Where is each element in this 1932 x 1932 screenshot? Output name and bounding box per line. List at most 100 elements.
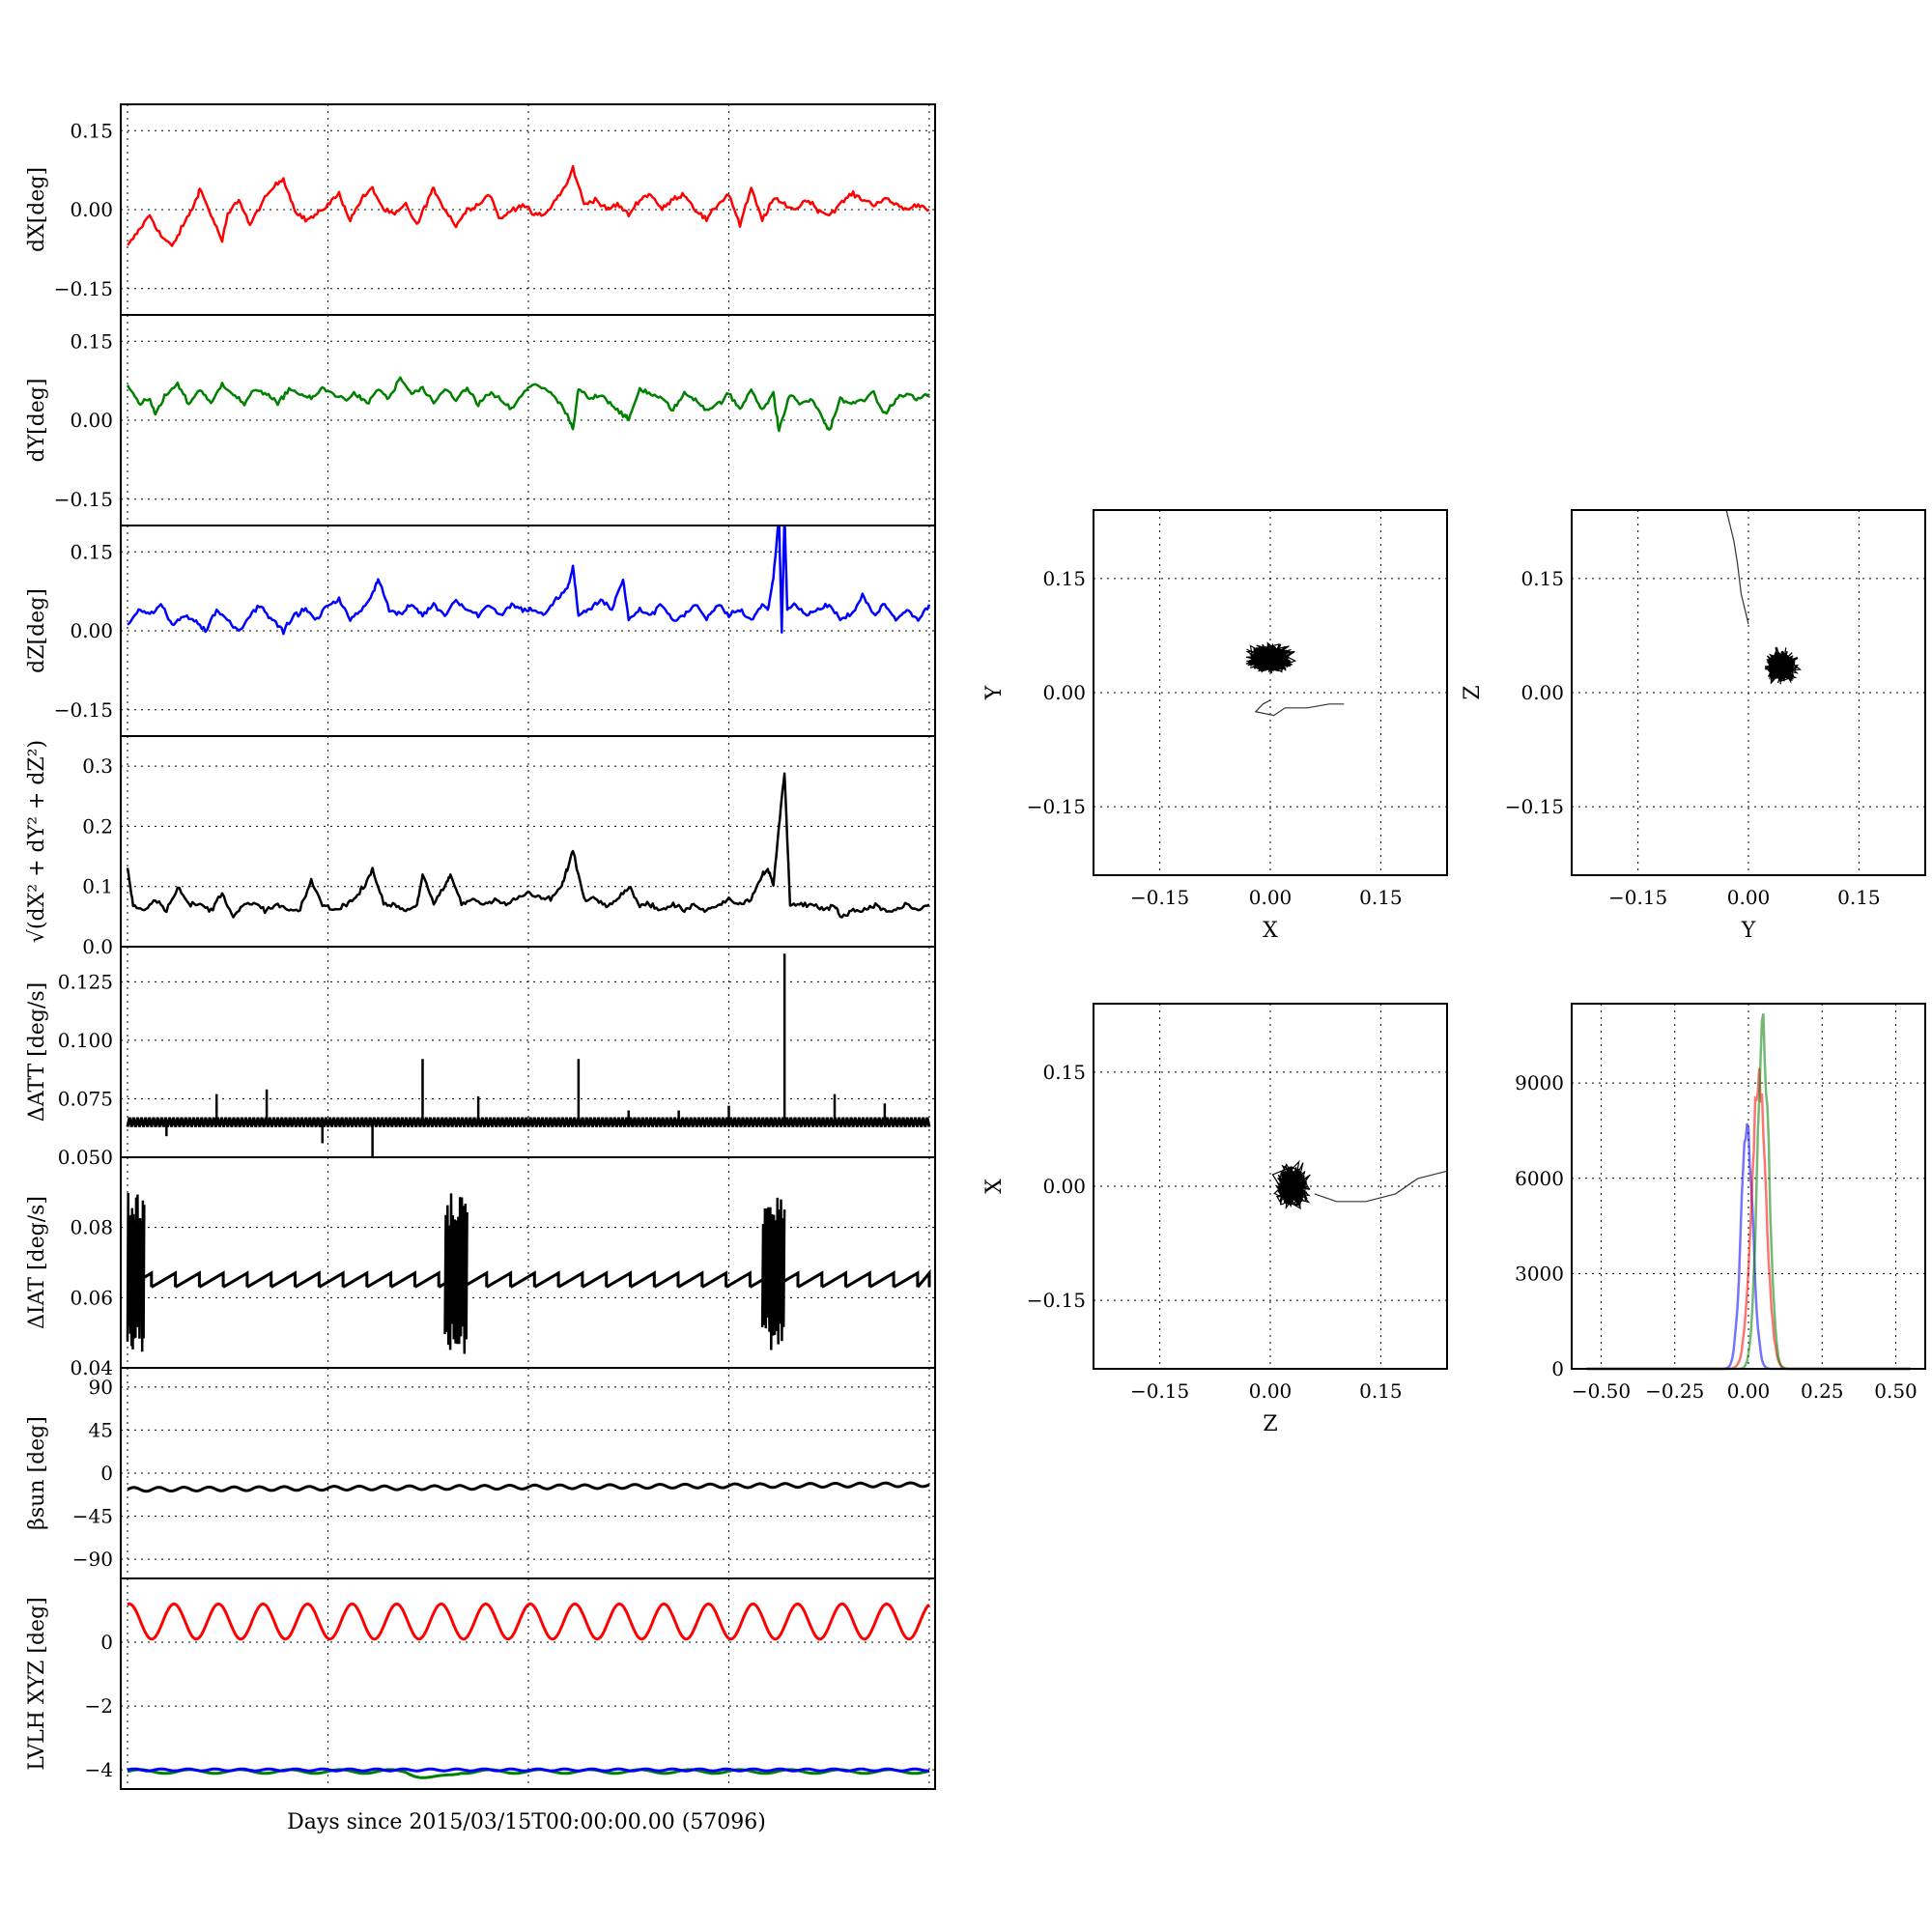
series-line <box>127 1481 930 1493</box>
series-line <box>126 772 930 919</box>
series-line-x <box>127 1602 930 1641</box>
scatter-trace <box>1245 641 1297 674</box>
series <box>127 164 930 247</box>
x-axis-label: Days since 2015/03/15T00:00:00.00 (57096… <box>287 1810 766 1834</box>
series-line <box>126 376 930 433</box>
x-tick-label: 0.25 <box>1801 1379 1844 1403</box>
y-tick-label: 0.04 <box>70 1356 113 1379</box>
x-tick-label: −0.50 <box>1572 1379 1631 1403</box>
panel-frame <box>1093 509 1448 876</box>
y-tick-label: 90 <box>89 1376 113 1399</box>
y-axis-label: ΔATT [deg/s] <box>25 982 49 1122</box>
y-axis-label: dX[deg] <box>25 167 49 252</box>
series <box>127 526 931 636</box>
y-tick-label: 0.15 <box>70 540 113 563</box>
y-axis-label: √(dX² + dY² + dZ²) <box>25 740 49 943</box>
timeseries-panel-3: 0.3 0.2 0.1 0.0 √(dX² + dY² + dZ²) <box>25 735 936 958</box>
timeseries-panel-7: 0 −2 −4 LVLH XYZ [deg] <box>25 1577 936 1790</box>
y-axis-label: X <box>982 1179 1007 1194</box>
x-tick-label: −0.25 <box>1645 1379 1704 1403</box>
y-tick-label: 0.15 <box>1042 567 1086 590</box>
x-tick-label: 0.00 <box>1249 886 1293 909</box>
y-tick-label: 0.125 <box>58 970 113 993</box>
y-axis-label: dZ[deg] <box>25 588 49 673</box>
y-tick-label: 0.00 <box>1042 681 1086 704</box>
burst <box>760 1197 786 1350</box>
y-tick-label: 0 <box>100 1462 113 1485</box>
x-tick-label: −0.15 <box>1130 1379 1189 1403</box>
y-tick-label: −0.15 <box>54 277 113 300</box>
series-line <box>126 1117 931 1127</box>
y-tick-label: −0.15 <box>1027 795 1086 818</box>
y-tick-label: 0.00 <box>70 409 113 432</box>
timeseries-panel-0: 0.15 0.00 −0.15 dX[deg] <box>25 103 936 316</box>
y-tick-label: 0 <box>1551 1357 1564 1380</box>
y-tick-label: −90 <box>72 1548 113 1571</box>
y-tick-label: 0.15 <box>1520 567 1564 590</box>
series-line-z <box>127 1767 930 1773</box>
y-tick-label: −0.15 <box>54 488 113 511</box>
y-axis-label: Z <box>1461 685 1485 699</box>
y-tick-label: −0.15 <box>1027 1289 1086 1312</box>
series <box>126 1192 931 1354</box>
y-tick-label: 0.15 <box>1042 1061 1086 1084</box>
x-tick-label: −0.15 <box>1130 886 1189 909</box>
scatter-cloud <box>1725 510 1803 685</box>
scatter-trail <box>1725 510 1749 625</box>
y-tick-label: 0.06 <box>70 1286 113 1309</box>
y-tick-label: 0.3 <box>82 754 113 778</box>
y-tick-label: −0.15 <box>54 698 113 722</box>
timeseries-panel-2: 0.15 0.00 −0.15 dZ[deg] <box>25 525 936 737</box>
y-tick-label: 6000 <box>1515 1167 1564 1190</box>
y-tick-label: 0.15 <box>70 329 113 353</box>
y-tick-label: 3000 <box>1515 1262 1564 1285</box>
timeseries-panel-1: 0.15 0.00 −0.15 dY[deg] <box>25 314 936 526</box>
y-tick-label: 9000 <box>1515 1071 1564 1094</box>
burst <box>443 1193 469 1354</box>
x-axis-label: X <box>1263 919 1278 943</box>
timeseries-panel-6: 90 45 0 −45 −90 βsun [deg] <box>25 1367 936 1579</box>
series <box>126 376 930 433</box>
scatter-panel-0: −0.15 −0.15 0.00 0.00 0.15 0.15 X Y <box>982 509 1448 943</box>
y-tick-label: 0.15 <box>70 119 113 142</box>
series <box>126 772 930 919</box>
x-tick-label: 0.15 <box>1359 886 1403 909</box>
y-tick-label: 0.0 <box>82 935 113 958</box>
burst <box>126 1192 146 1352</box>
scatter-panel-1: −0.15 −0.15 0.00 0.00 0.15 0.15 Y Z <box>1461 509 1926 943</box>
x-tick-label: 0.00 <box>1727 1379 1771 1403</box>
panel-frame <box>1093 1003 1448 1370</box>
scatter-panel-2: −0.15 −0.15 0.00 0.00 0.15 0.15 Z X <box>982 1003 1448 1436</box>
y-tick-label: 0.100 <box>58 1029 113 1052</box>
scatter-cloud <box>1245 641 1345 717</box>
y-tick-label: 0.00 <box>70 198 113 221</box>
y-tick-label: 0.075 <box>58 1087 113 1110</box>
y-tick-label: 0 <box>100 1631 113 1654</box>
panel-frame <box>120 1577 936 1790</box>
y-tick-label: −2 <box>85 1694 113 1718</box>
x-tick-label: 0.15 <box>1837 886 1881 909</box>
y-tick-label: −0.15 <box>1505 795 1564 818</box>
scatter-trail <box>1314 1170 1447 1203</box>
y-axis-label: βsun [deg] <box>25 1416 49 1530</box>
y-axis-label: ΔIAT [deg/s] <box>25 1196 49 1329</box>
series-line <box>127 526 931 636</box>
y-tick-label: 45 <box>89 1418 113 1441</box>
scatter-trace <box>1764 646 1803 685</box>
x-axis-label: Z <box>1263 1412 1277 1436</box>
panel-frame <box>120 1156 936 1369</box>
panel-frame <box>1571 1003 1926 1370</box>
panel-frame <box>120 735 936 948</box>
series <box>127 1481 930 1493</box>
y-tick-label: 0.00 <box>1520 681 1564 704</box>
timeseries-panel-5: 0.08 0.06 0.04 ΔIAT [deg/s] <box>25 1156 936 1379</box>
x-tick-label: 0.00 <box>1727 886 1771 909</box>
x-tick-label: 0.50 <box>1874 1379 1918 1403</box>
y-tick-label: 0.08 <box>70 1216 113 1239</box>
y-tick-label: −4 <box>85 1758 113 1781</box>
series-line <box>127 164 930 247</box>
x-tick-label: 0.00 <box>1249 1379 1293 1403</box>
timeseries-panel-4: 0.125 0.100 0.075 0.050 ΔATT [deg/s] <box>25 946 936 1169</box>
scatter-panels: −0.15 −0.15 0.00 0.00 0.15 0.15 X Y −0.15 −0.15 0.… <box>982 509 1926 1436</box>
